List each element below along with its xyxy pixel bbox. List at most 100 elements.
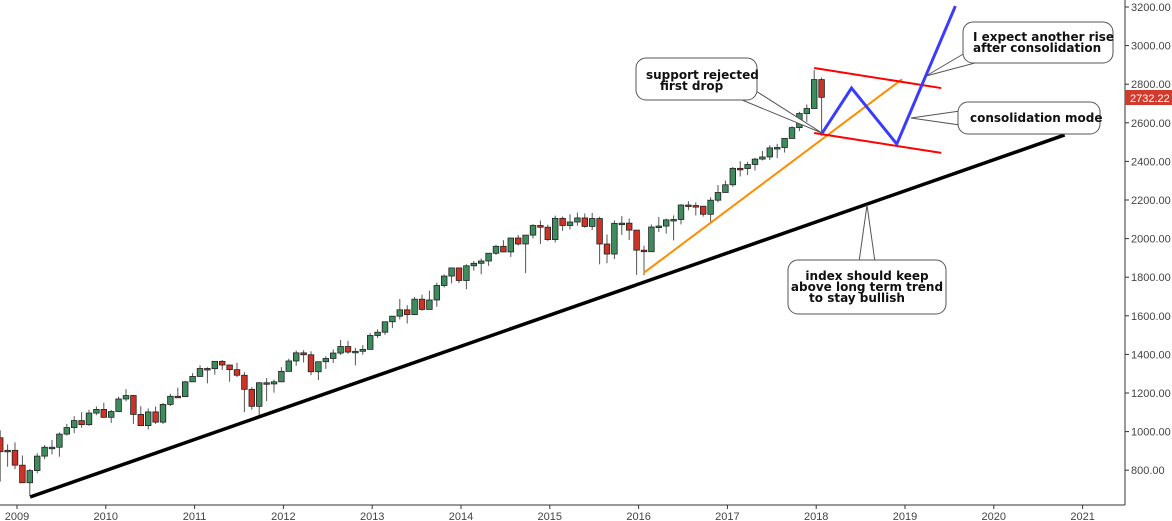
candle-body-up [677,204,685,220]
candle [241,372,248,413]
candle-body-up [811,79,818,109]
candle [396,299,403,320]
candle-body-up [48,446,56,450]
callout-text: I expect another rise [973,30,1114,44]
candle-body-down [818,79,825,98]
candle-body-up [433,285,440,301]
candle [100,402,107,418]
callout-text: index should keep [805,269,929,283]
candle-body-up [522,234,529,245]
candle-body-up [440,275,448,286]
candle-body-down [226,364,233,371]
candle-body-up [374,331,381,336]
candle [751,157,759,171]
candle [722,180,729,193]
y-tick-label: 2200.00 [1131,195,1171,207]
candle [692,202,699,216]
candle-body-down [500,245,507,253]
candle-body-down [455,267,463,281]
candle [315,361,322,381]
candle [677,204,685,225]
candle [174,387,181,399]
candle [4,444,11,467]
candle [204,367,211,384]
candle [477,258,485,275]
candle-body-up [315,361,322,373]
candle [537,220,544,245]
candle [152,406,159,424]
candle [507,237,514,257]
x-tick-label: 2016 [626,511,650,521]
candle-body-up [211,360,218,370]
candle [566,214,574,230]
candle [115,396,122,413]
x-tick-label: 2014 [449,511,473,521]
candle [766,145,773,161]
candle [322,356,329,369]
candle-body-up [26,470,33,484]
candle-body-down [233,369,241,376]
y-tick-label: 1800.00 [1131,272,1171,284]
candle [78,412,85,428]
x-axis-ticks: 2009 2010 2011 2012 2013 2014 2015 2016 2017 2018… [5,505,1095,521]
candle-body-up [122,395,130,400]
candle [618,216,625,235]
candle [818,77,825,136]
candle-body-up [359,348,366,352]
candle [626,218,633,240]
candle [737,161,744,177]
candle-body-down [11,449,19,466]
y-tick-label: 3000.00 [1131,41,1171,53]
candle-body-up [108,411,115,418]
y-axis-ticks: 800.00 1000.00 1200.00 1400.00 1600.00 1800.0… [1125,2,1171,477]
candle [500,240,507,253]
candle-body-up [4,449,11,453]
candle-body-up [189,376,196,383]
candle [34,453,41,474]
candle [714,184,722,203]
candle [263,378,270,402]
callout-expect-rise: I expect another rise after consolidatio… [925,21,1114,77]
callout-support-rejected: support rejected first drop [635,57,823,134]
candle [233,362,241,378]
x-tick-label: 2011 [183,511,207,521]
candle-body-up [492,245,500,254]
candle-body-up [470,262,477,267]
candle [226,364,233,382]
candle [56,432,63,457]
candle [603,234,611,264]
candle [522,234,529,274]
candle [633,229,640,275]
candle-body-up [144,411,152,427]
x-tick-label: 2018 [804,511,828,521]
candle-body-down [248,388,255,407]
candle [440,274,448,288]
candle [655,216,662,233]
x-tick-label: 2015 [538,511,562,521]
candle [270,379,278,393]
candle-body-up [707,199,714,215]
candle-body-down [241,374,248,390]
x-tick-label: 2009 [5,511,29,521]
candle-body-up [396,309,403,317]
candle [137,406,144,427]
candle-body-up [477,260,485,264]
candle-body-up [426,299,433,310]
candle-body-up [529,225,537,236]
candle [329,349,337,364]
candle [811,70,818,109]
y-tick-label: 2400.00 [1131,156,1171,168]
candle-body-down [344,346,352,353]
last-price-label: 2732.22 [1125,90,1172,105]
candle-body-down [78,420,85,426]
candle-body-up [255,382,263,407]
callout-text: first drop [660,79,724,93]
candle-body-down [685,204,692,207]
candle-body-up [781,138,788,148]
callout-text: to stay bullish [809,291,905,305]
candle-body-down [263,382,270,385]
candle-body-up [766,147,773,158]
candle [663,218,670,234]
y-tick-label: 3200.00 [1131,2,1171,14]
